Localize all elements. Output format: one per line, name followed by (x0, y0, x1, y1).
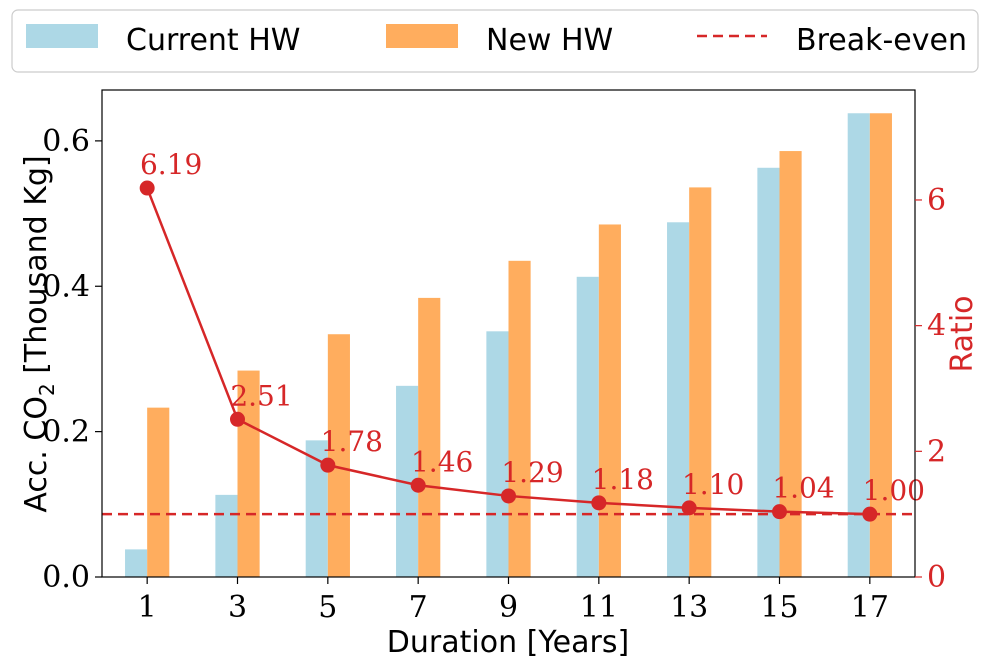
ratio-marker-9 (501, 488, 516, 504)
y-axis-title-suffix: [Thousand Kg] (19, 155, 54, 383)
x-tick-label-11: 11 (580, 590, 618, 625)
bar-current-hw-5 (305, 440, 328, 577)
x-axis-title: Duration [Years] (387, 625, 629, 660)
bar-new-hw-9 (508, 260, 531, 577)
y-tick-label-0.4: 0.4 (42, 269, 90, 304)
y-tick-label-0.2: 0.2 (42, 415, 90, 450)
bar-new-hw-11 (598, 224, 621, 577)
bar-new-hw-1 (147, 407, 170, 577)
y2-tick-label-4: 4 (927, 309, 946, 344)
ratio-label-3: 2.51 (230, 379, 292, 412)
bar-new-hw-13 (689, 187, 712, 577)
ratio-marker-3 (230, 411, 245, 427)
bar-current-hw-1 (125, 549, 148, 577)
ratio-label-17: 1.00 (863, 474, 925, 507)
x-tick-label-13: 13 (670, 590, 708, 625)
ratio-marker-5 (320, 457, 336, 473)
ratio-marker-13 (681, 500, 697, 516)
x-tick-label-9: 9 (499, 590, 518, 625)
y2-tick-label-2: 2 (927, 434, 946, 469)
legend-swatch-new-hw (386, 24, 458, 48)
x-tick-label-15: 15 (760, 590, 798, 625)
bars (125, 113, 892, 578)
ratio-label-9: 1.29 (501, 456, 563, 489)
y-axis-title-prefix: Acc. CO (19, 396, 54, 513)
legend-frame (11, 9, 979, 73)
bar-new-hw-15 (779, 151, 802, 578)
legend-swatch-current-hw (26, 24, 98, 48)
ratio-marker-7 (410, 477, 426, 493)
bar-current-hw-9 (486, 331, 509, 577)
ratio-marker-17 (862, 506, 878, 522)
bar-current-hw-15 (757, 167, 780, 577)
y2-tick-label-6: 6 (927, 183, 946, 218)
bar-current-hw-11 (576, 276, 599, 577)
legend: Current HW New HW Break-even (11, 9, 979, 73)
ratio-marker-11 (591, 495, 607, 511)
bar-new-hw-7 (418, 297, 441, 577)
ratio-label-7: 1.46 (411, 445, 473, 478)
legend-label-break-even: Break-even (796, 23, 967, 58)
bar-current-hw-3 (215, 494, 238, 577)
y-tick-label-0.6: 0.6 (42, 124, 90, 159)
bar-new-hw-17 (869, 113, 892, 577)
ratio-label-15: 1.04 (772, 472, 834, 505)
x-tick-label-7: 7 (409, 590, 428, 625)
bar-current-hw-17 (847, 113, 870, 577)
ratio-label-5: 1.78 (321, 425, 383, 458)
ratio-series (139, 180, 878, 522)
y-tick-label-0.0: 0.0 (42, 560, 90, 595)
bar-current-hw-7 (396, 385, 419, 577)
legend-label-current-hw: Current HW (126, 23, 300, 58)
ratio-label-13: 1.10 (682, 468, 744, 501)
ratio-marker-1 (139, 180, 155, 196)
y-axis-title: Acc. CO2 [Thousand Kg] (19, 155, 59, 512)
legend-label-new-hw: New HW (486, 23, 613, 58)
x-tick-label-17: 17 (851, 590, 889, 625)
ratio-marker-15 (772, 504, 787, 520)
y-axis-ticks: 0.0 0.2 0.4 0.6 (42, 124, 102, 595)
x-axis-ticks: 1 3 5 7 9 11 13 15 17 (138, 577, 889, 625)
bar-current-hw-13 (667, 222, 690, 577)
y2-axis-title: Ratio (945, 295, 980, 372)
bar-new-hw-5 (327, 334, 350, 577)
x-tick-label-3: 3 (228, 590, 247, 625)
y2-tick-label-0: 0 (927, 560, 946, 595)
y2-axis-ticks: 0 2 4 6 (915, 183, 946, 595)
ratio-label-11: 1.18 (592, 463, 654, 496)
y-axis-title-subscript: 2 (35, 383, 59, 396)
x-tick-label-5: 5 (318, 590, 337, 625)
x-tick-label-1: 1 (138, 590, 157, 625)
ratio-label-1: 6.19 (140, 148, 202, 181)
